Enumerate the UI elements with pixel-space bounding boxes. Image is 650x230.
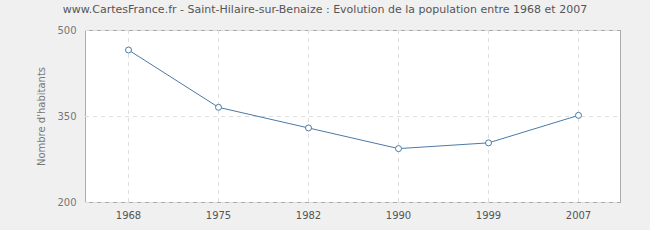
svg-text:1999: 1999	[476, 210, 501, 221]
svg-text:350: 350	[57, 111, 76, 122]
svg-text:1975: 1975	[206, 210, 231, 221]
svg-text:1982: 1982	[296, 210, 321, 221]
svg-text:1968: 1968	[116, 210, 141, 221]
svg-text:Nombre d'habitants: Nombre d'habitants	[36, 67, 47, 166]
svg-text:1990: 1990	[386, 210, 411, 221]
svg-text:200: 200	[57, 197, 76, 208]
html-text:www.CartesFrance.fr - Saint-Hi: www.CartesFrance.fr - Saint-Hilaire-sur-…	[62, 3, 588, 16]
svg-text:2007: 2007	[566, 210, 591, 221]
svg-text:500: 500	[57, 25, 76, 36]
